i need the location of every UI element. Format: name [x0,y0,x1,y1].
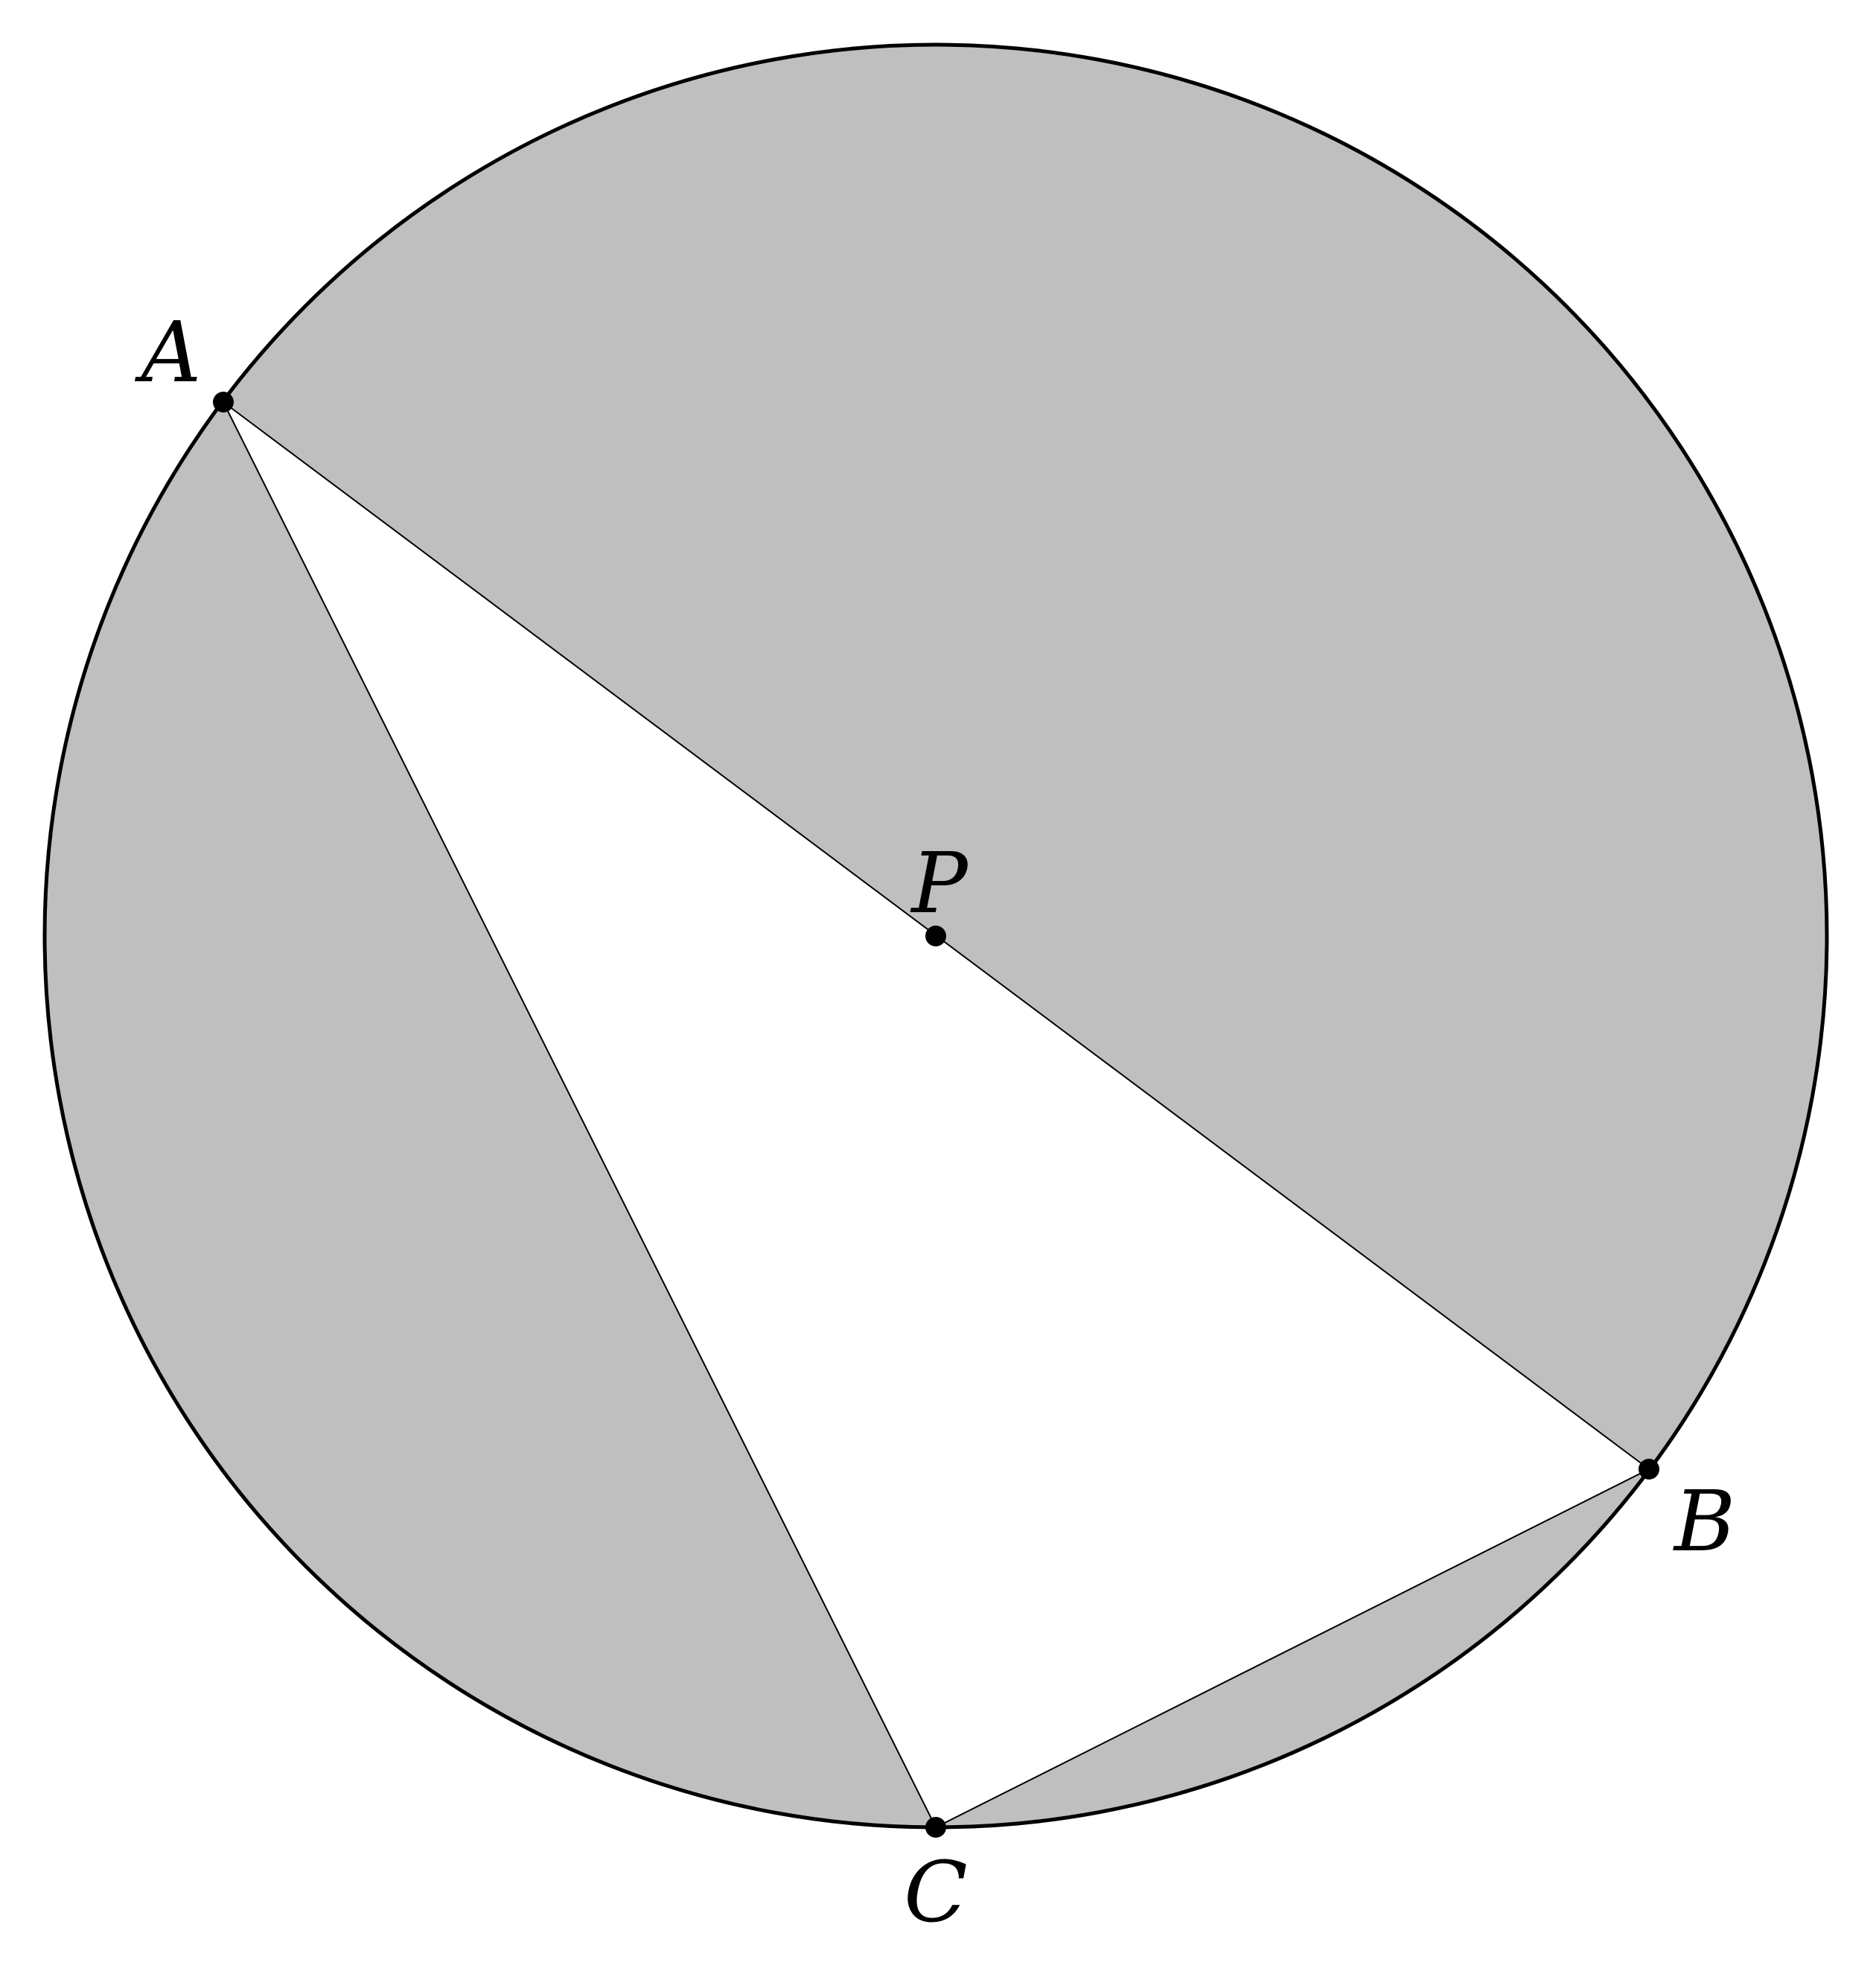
label-c: C [904,1844,968,1941]
point-a [213,392,234,413]
label-a: A [135,305,202,401]
triangle-abc [223,402,1649,1827]
point-c [925,1817,946,1838]
point-b [1639,1459,1659,1480]
segment-bc [935,1468,1650,1828]
segment-ac [223,401,937,1828]
label-b: B [1673,1474,1735,1570]
point-p [925,926,946,946]
label-p: P [910,835,969,932]
